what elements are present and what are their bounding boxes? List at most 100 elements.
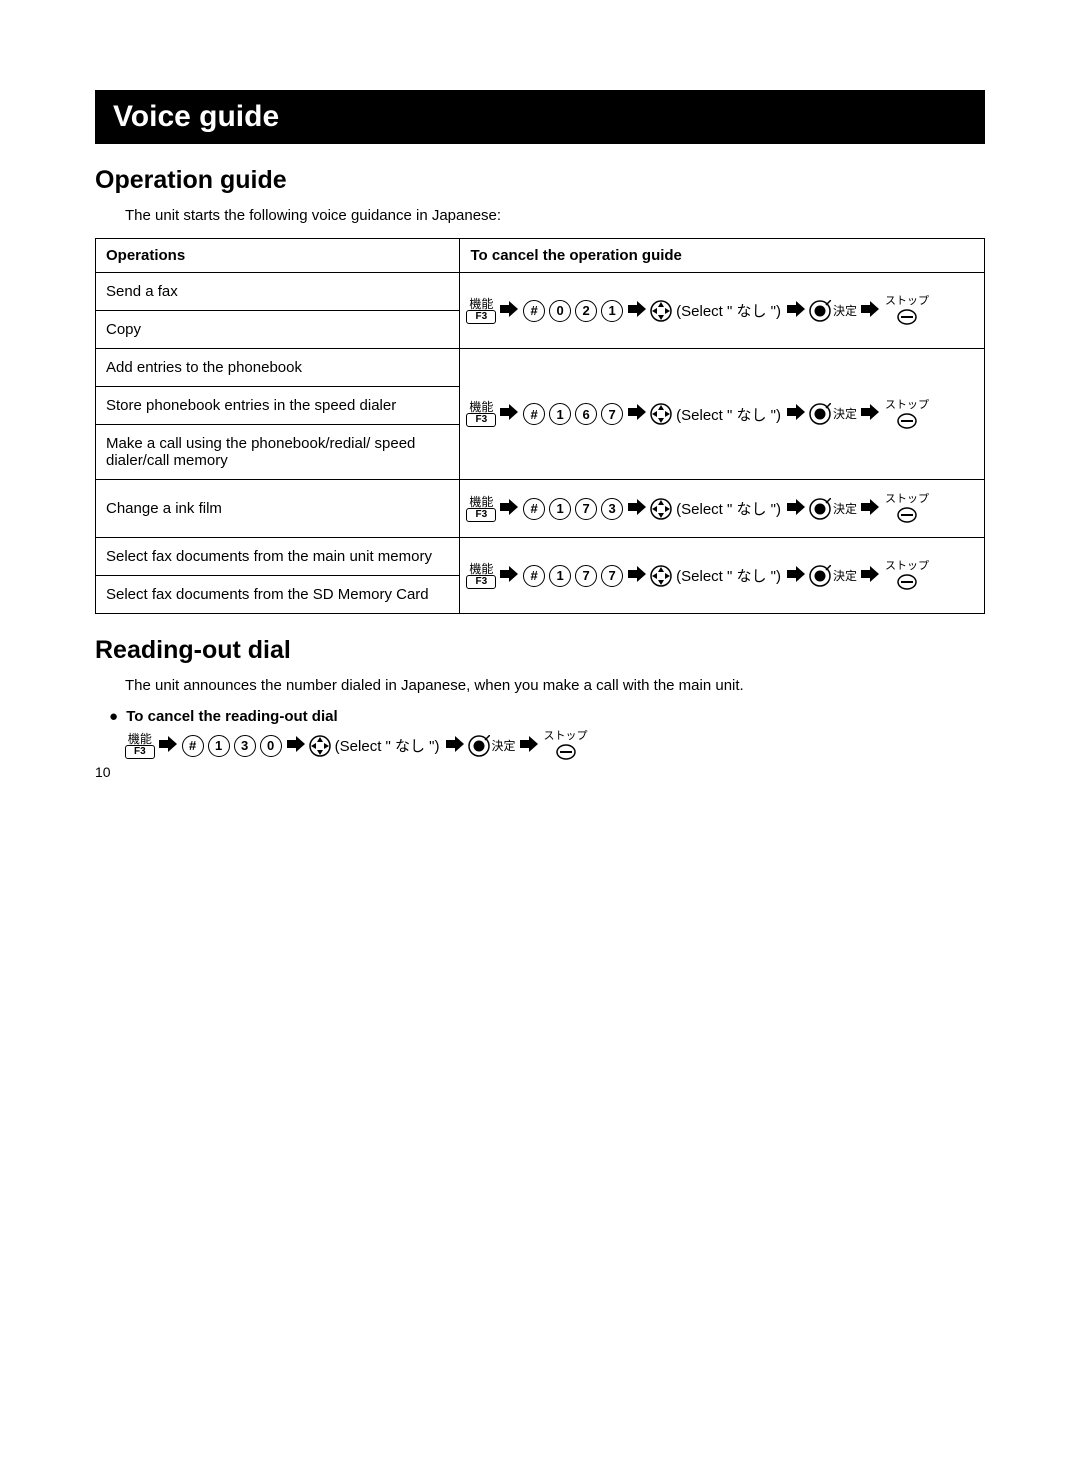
op-cell: Select fax documents from the main unit …: [96, 538, 460, 576]
enter-key-icon: 決定: [809, 403, 857, 425]
arrow-icon: [628, 566, 646, 586]
key-sequence: 機能F3 #173 (Select " なし ") 決定 ストップ: [466, 494, 974, 523]
arrow-icon: [861, 301, 879, 321]
enter-key-icon: 決定: [809, 498, 857, 520]
arrow-icon: [787, 566, 805, 586]
op-cell: Copy: [96, 311, 460, 349]
hash-key-icon: #: [523, 498, 545, 520]
digit-key-icon: 0: [260, 735, 282, 757]
arrow-icon: [500, 566, 518, 586]
function-key-icon: 機能F3: [125, 733, 155, 759]
enter-key-icon: 決定: [809, 565, 857, 587]
op-cell: Change a ink film: [96, 480, 460, 538]
digit-key-icon: 2: [575, 300, 597, 322]
page: Voice guide Operation guide The unit sta…: [0, 0, 1080, 820]
procedure-cell: 機能F3 #021 (Select " なし ") 決定 ストップ: [460, 273, 985, 349]
arrow-icon: [520, 736, 538, 756]
digit-key-icon: 1: [549, 498, 571, 520]
enter-key-icon: 決定: [468, 735, 516, 757]
arrow-icon: [500, 404, 518, 424]
operation-guide-intro: The unit starts the following voice guid…: [125, 207, 985, 224]
select-text: (Select " なし "): [676, 404, 781, 425]
cancel-reading-bullet: ● To cancel the reading-out dial: [109, 708, 985, 725]
page-number: 10: [95, 764, 111, 780]
key-sequence: 機能F3 #167 (Select " なし ") 決定 ストップ: [466, 400, 974, 429]
stop-key-icon: ストップ: [885, 494, 929, 523]
stop-key-icon: ストップ: [885, 400, 929, 429]
reading-out-intro: The unit announces the number dialed in …: [125, 677, 985, 694]
navigator-icon: [650, 565, 672, 587]
arrow-icon: [159, 736, 177, 756]
key-sequence: 機能F3 #021 (Select " なし ") 決定 ストップ: [466, 296, 974, 325]
digit-key-icon: 6: [575, 403, 597, 425]
navigator-icon: [650, 300, 672, 322]
arrow-icon: [628, 301, 646, 321]
digit-key-icon: 0: [549, 300, 571, 322]
digit-key-icon: 7: [575, 498, 597, 520]
digit-key-icon: 1: [549, 565, 571, 587]
operations-table: Operations To cancel the operation guide…: [95, 238, 985, 614]
arrow-icon: [500, 499, 518, 519]
select-text: (Select " なし "): [676, 300, 781, 321]
table-row: Change a ink film 機能F3 #173 (Select " なし …: [96, 480, 985, 538]
function-key-icon: 機能F3: [466, 401, 496, 427]
digit-key-icon: 1: [549, 403, 571, 425]
enter-key-icon: 決定: [809, 300, 857, 322]
select-text: (Select " なし "): [335, 735, 440, 756]
table-header-operations: Operations: [96, 239, 460, 273]
hash-key-icon: #: [523, 300, 545, 322]
key-sequence: 機能F3 #130 (Select " なし ") 決定 ストップ: [125, 731, 985, 760]
table-row: Send a fax 機能F3#021 (Select " なし ") 決定スト…: [96, 273, 985, 311]
cancel-reading-label: To cancel the reading-out dial: [126, 708, 337, 725]
op-cell: Store phonebook entries in the speed dia…: [96, 387, 460, 425]
arrow-icon: [787, 499, 805, 519]
table-header-cancel: To cancel the operation guide: [460, 239, 985, 273]
table-row: Add entries to the phonebook 機能F3#167 (S…: [96, 349, 985, 387]
function-key-icon: 機能F3: [466, 298, 496, 324]
arrow-icon: [446, 736, 464, 756]
navigator-icon: [650, 498, 672, 520]
bullet-dot: ●: [109, 708, 118, 725]
digit-key-icon: 1: [208, 735, 230, 757]
hash-key-icon: #: [523, 565, 545, 587]
arrow-icon: [628, 499, 646, 519]
digit-key-icon: 7: [575, 565, 597, 587]
digit-key-icon: 3: [234, 735, 256, 757]
arrow-icon: [628, 404, 646, 424]
procedure-cell: 機能F3 #173 (Select " なし ") 決定 ストップ: [460, 480, 985, 538]
arrow-icon: [861, 499, 879, 519]
navigator-icon: [309, 735, 331, 757]
operation-guide-heading: Operation guide: [95, 166, 985, 195]
op-cell: Send a fax: [96, 273, 460, 311]
digit-key-icon: 1: [601, 300, 623, 322]
reading-out-heading: Reading-out dial: [95, 636, 985, 665]
arrow-icon: [787, 404, 805, 424]
stop-key-icon: ストップ: [885, 561, 929, 590]
hash-key-icon: #: [523, 403, 545, 425]
navigator-icon: [650, 403, 672, 425]
digit-key-icon: 7: [601, 565, 623, 587]
arrow-icon: [861, 566, 879, 586]
page-title: Voice guide: [113, 100, 279, 133]
arrow-icon: [287, 736, 305, 756]
stop-key-icon: ストップ: [885, 296, 929, 325]
table-row: Select fax documents from the main unit …: [96, 538, 985, 576]
arrow-icon: [500, 301, 518, 321]
procedure-cell: 機能F3 #167 (Select " なし ") 決定 ストップ: [460, 349, 985, 480]
procedure-cell: 機能F3#177 (Select " なし ") 決定ストップ: [460, 538, 985, 614]
op-cell: Make a call using the phonebook/redial/ …: [96, 425, 460, 480]
op-cell: Add entries to the phonebook: [96, 349, 460, 387]
arrow-icon: [787, 301, 805, 321]
digit-key-icon: 7: [601, 403, 623, 425]
arrow-icon: [861, 404, 879, 424]
hash-key-icon: #: [182, 735, 204, 757]
digit-key-icon: 3: [601, 498, 623, 520]
op-cell: Select fax documents from the SD Memory …: [96, 576, 460, 614]
page-title-bar: Voice guide: [95, 90, 985, 144]
function-key-icon: 機能F3: [466, 563, 496, 589]
function-key-icon: 機能F3: [466, 496, 496, 522]
select-text: (Select " なし "): [676, 498, 781, 519]
key-sequence: 機能F3#177 (Select " なし ") 決定ストップ: [466, 561, 974, 590]
select-text: (Select " なし "): [676, 565, 781, 586]
stop-key-icon: ストップ: [544, 731, 588, 760]
